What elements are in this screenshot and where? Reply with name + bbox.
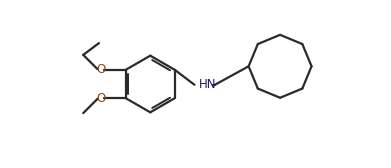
Text: O: O <box>97 92 106 105</box>
Text: HN: HN <box>199 78 217 91</box>
Text: O: O <box>97 63 106 76</box>
